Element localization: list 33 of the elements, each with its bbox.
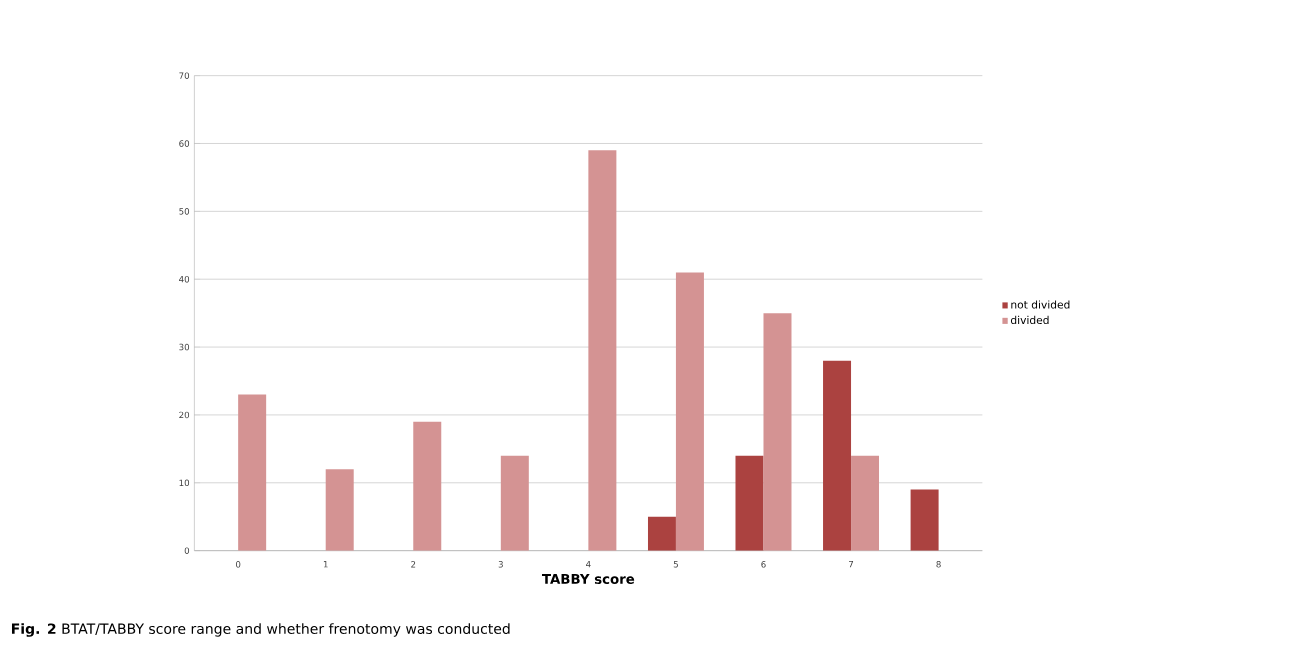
text: Fig. 2 BTAT/TABBY score range and whether frenotomy was conducted <box>11 623 510 637</box>
x-tick-label: 6 <box>761 561 766 568</box>
y-tick-label: 10 <box>179 479 190 487</box>
bar <box>910 489 939 551</box>
legend-label: not divided <box>1011 300 1070 309</box>
y-tick-label: 60 <box>179 140 190 147</box>
bar <box>500 455 529 551</box>
y-tick-label: 30 <box>179 343 190 351</box>
bar <box>675 272 704 551</box>
bar <box>325 469 354 551</box>
bar <box>851 455 880 551</box>
x-tick-label: 1 <box>323 561 328 568</box>
x-tick-label: 3 <box>498 561 503 568</box>
bar <box>413 421 442 551</box>
x-tick-label: 0 <box>235 561 241 568</box>
bar <box>647 516 676 551</box>
bar <box>763 313 792 551</box>
x-axis-title: TABBY score <box>541 574 635 584</box>
bar <box>735 455 764 551</box>
bar <box>823 360 852 551</box>
x-tick-label: 4 <box>586 561 591 568</box>
bar <box>588 150 617 551</box>
y-tick-label: 0 <box>184 547 190 554</box>
y-tick-label: 20 <box>179 411 190 419</box>
bar <box>238 394 267 551</box>
x-tick-label: 8 <box>936 561 941 568</box>
x-tick-label: 2 <box>411 561 416 568</box>
x-tick-label: 7 <box>849 561 854 568</box>
y-tick-label: 50 <box>179 208 190 215</box>
x-tick-label: 5 <box>673 561 678 568</box>
y-tick-label: 40 <box>179 275 190 283</box>
y-tick-label: 70 <box>179 72 190 79</box>
legend-label: divided <box>1010 315 1049 325</box>
